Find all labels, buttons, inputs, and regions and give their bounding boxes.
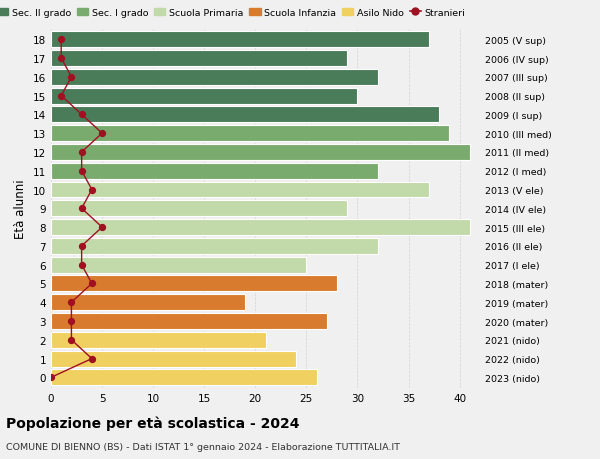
Point [77, 149, 86, 156]
Point [87, 280, 97, 287]
Point [67, 336, 76, 344]
Point [87, 186, 97, 194]
Bar [51, 257, 307, 273]
Bar [51, 89, 358, 104]
Point [56, 36, 66, 44]
Bar [51, 70, 378, 85]
Bar [51, 107, 439, 123]
Point [77, 205, 86, 213]
Point [77, 243, 86, 250]
Point [67, 299, 76, 306]
Legend: Sec. II grado, Sec. I grado, Scuola Primaria, Scuola Infanzia, Asilo Nido, Stran: Sec. II grado, Sec. I grado, Scuola Prim… [0, 5, 469, 22]
Point [97, 224, 107, 231]
Bar [51, 182, 429, 198]
Point [46, 374, 56, 381]
Bar [51, 313, 327, 329]
Point [56, 93, 66, 100]
Point [77, 262, 86, 269]
Point [56, 55, 66, 62]
Bar [51, 295, 245, 311]
Text: COMUNE DI BIENNO (BS) - Dati ISTAT 1° gennaio 2024 - Elaborazione TUTTITALIA.IT: COMUNE DI BIENNO (BS) - Dati ISTAT 1° ge… [6, 442, 400, 451]
Bar [51, 201, 347, 217]
Bar [51, 126, 449, 142]
Bar [51, 145, 470, 161]
Bar [51, 369, 317, 386]
Bar [51, 351, 296, 367]
Point [77, 112, 86, 119]
Point [97, 130, 107, 138]
Y-axis label: Età alunni: Età alunni [14, 179, 28, 239]
Point [77, 168, 86, 175]
Bar [51, 276, 337, 292]
Bar [51, 332, 265, 348]
Point [67, 74, 76, 81]
Bar [51, 32, 429, 48]
Point [67, 318, 76, 325]
Bar [51, 51, 347, 67]
Bar [51, 219, 470, 235]
Text: Popolazione per età scolastica - 2024: Popolazione per età scolastica - 2024 [6, 415, 299, 430]
Bar [51, 238, 378, 254]
Point [87, 355, 97, 363]
Bar [51, 163, 378, 179]
